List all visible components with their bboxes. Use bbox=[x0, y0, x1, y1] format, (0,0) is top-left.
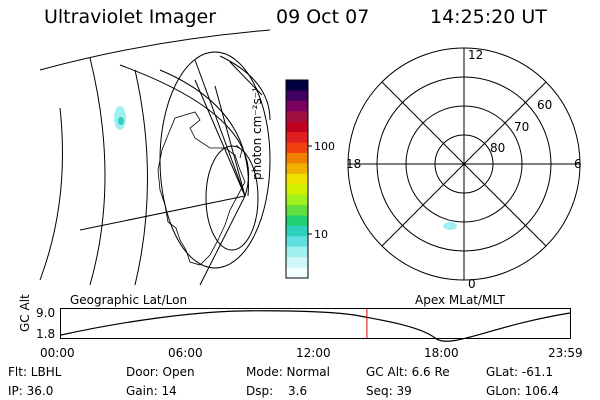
info-gain: Gain: 14 bbox=[126, 384, 177, 398]
info-flt: Flt: LBHL bbox=[8, 365, 62, 379]
timeline-y-top: 9.0 bbox=[36, 306, 56, 320]
grid-line bbox=[39, 29, 271, 71]
coastline bbox=[157, 111, 246, 266]
date-label: 09 Oct 07 bbox=[276, 6, 370, 28]
colorbar-swatch bbox=[286, 90, 308, 102]
colorbar-swatch bbox=[286, 267, 308, 279]
colorbar-swatch bbox=[286, 236, 308, 248]
colorbar-swatch bbox=[286, 111, 308, 123]
lat-label-80: 80 bbox=[490, 141, 505, 155]
geographic-map: 12 18 6 0 60 70 80 bbox=[39, 29, 582, 291]
timeline-tick-0600: 06:00 bbox=[168, 346, 203, 360]
grid-line bbox=[119, 64, 250, 197]
mlt-label-12: 12 bbox=[468, 48, 483, 62]
info-glat: GLat: -61.1 bbox=[486, 365, 553, 379]
polar-plot bbox=[347, 47, 581, 281]
mlt-label-18: 18 bbox=[346, 157, 361, 171]
timeline-frame bbox=[60, 308, 571, 339]
colorbar-swatch bbox=[286, 163, 308, 175]
grid-line bbox=[39, 107, 63, 281]
info-gc-alt: GC Alt: 6.6 Re bbox=[366, 365, 450, 379]
grid-line bbox=[89, 57, 106, 286]
timeline-y-label: GC Alt bbox=[18, 294, 32, 332]
timeline-plot bbox=[60, 308, 571, 342]
timeline-tick-0000: 00:00 bbox=[40, 346, 75, 360]
info-door: Door: Open bbox=[126, 365, 195, 379]
polar-aurora-patch bbox=[443, 222, 457, 230]
colorbar-swatch bbox=[286, 225, 308, 237]
colorbar-swatch bbox=[286, 246, 308, 258]
colorbar-swatch bbox=[286, 194, 308, 206]
colorbar-swatch bbox=[286, 205, 308, 216]
aurora-patch-core bbox=[118, 117, 124, 125]
colorbar-swatch bbox=[286, 142, 308, 154]
altitude-curve bbox=[60, 310, 571, 342]
coastline bbox=[235, 144, 243, 159]
polar-diagonal bbox=[381, 81, 547, 247]
grid-line bbox=[194, 79, 246, 286]
colorbar-swatch bbox=[286, 132, 308, 144]
mlt-label-0: 0 bbox=[468, 277, 476, 291]
time-label: 14:25:20 UT bbox=[430, 6, 547, 28]
colorbar-swatch bbox=[286, 80, 308, 91]
colorbar-tick-10: 10 bbox=[314, 228, 328, 241]
info-mode: Mode: Normal bbox=[246, 365, 330, 379]
timeline-tick-2359: 23:59 bbox=[548, 346, 583, 360]
colorbar: 100 10 bbox=[285, 79, 335, 279]
timeline-tick-1200: 12:00 bbox=[296, 346, 331, 360]
info-seq: Seq: 39 bbox=[366, 384, 412, 398]
lat-label-60: 60 bbox=[537, 98, 552, 112]
grid-line bbox=[214, 85, 246, 197]
colorbar-swatches bbox=[286, 80, 308, 279]
colorbar-unit-label: photon cm⁻²s⁻¹ bbox=[250, 87, 264, 180]
grid-line bbox=[79, 195, 246, 231]
grid-line bbox=[194, 59, 246, 197]
lat-label-70: 70 bbox=[514, 120, 529, 134]
grid-line bbox=[134, 69, 148, 286]
info-glon: GLon: 106.4 bbox=[486, 384, 559, 398]
colorbar-swatch bbox=[286, 152, 308, 164]
info-dsp-label: Dsp: bbox=[246, 384, 274, 398]
info-ip: IP: 36.0 bbox=[8, 384, 54, 398]
info-dsp-value: 3.6 bbox=[288, 384, 308, 398]
grid-ring bbox=[205, 145, 259, 251]
grid-line bbox=[229, 61, 263, 96]
instrument-title: Ultraviolet Imager bbox=[44, 6, 217, 28]
timeline-right-label: Apex MLat/MLT bbox=[415, 293, 505, 307]
colorbar-swatch bbox=[286, 257, 308, 269]
grid-line bbox=[219, 55, 271, 121]
timeline-left-label: Geographic Lat/Lon bbox=[70, 293, 188, 307]
mlt-label-6: 6 bbox=[574, 157, 582, 171]
colorbar-frame bbox=[285, 79, 309, 279]
timeline-tick-1800: 18:00 bbox=[424, 346, 459, 360]
colorbar-swatch bbox=[286, 100, 308, 112]
timeline-y-bottom: 1.8 bbox=[36, 327, 56, 341]
colorbar-swatch bbox=[286, 215, 308, 227]
colorbar-swatch bbox=[286, 184, 308, 196]
colorbar-swatch bbox=[286, 121, 308, 133]
colorbar-tick-100: 100 bbox=[314, 140, 335, 153]
colorbar-swatch bbox=[286, 173, 308, 185]
